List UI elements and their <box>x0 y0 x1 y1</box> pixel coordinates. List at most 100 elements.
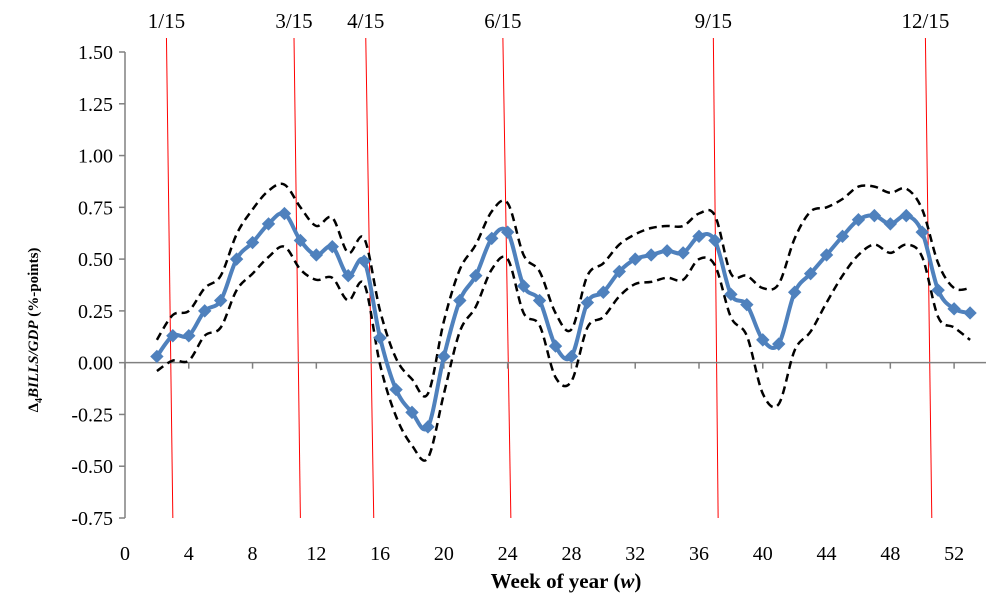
series-point <box>277 206 292 221</box>
y-tick-labels: -0.75 -0.50 -0.25 0.00 0.25 0.50 0.75 1.00 1.25 1… <box>71 42 125 530</box>
date-marker-lines <box>165 37 933 519</box>
series-point <box>453 293 467 308</box>
y-axis-label-suffix: (%-points) <box>26 248 42 321</box>
date-marker-line <box>165 37 174 519</box>
x-tick-label: 24 <box>498 543 518 565</box>
series-point <box>644 248 658 262</box>
confidence-band-line <box>156 243 971 462</box>
series-point <box>309 248 324 262</box>
series-point <box>867 208 882 223</box>
x-tick-label: 0 <box>120 543 130 565</box>
series-point <box>676 246 690 260</box>
x-tick-label: 48 <box>880 543 900 565</box>
y-axis-label-var: BILLS/GDP <box>26 320 42 399</box>
series-point <box>485 231 499 246</box>
series-point <box>150 349 164 364</box>
y-tick-label: 0.75 <box>78 197 113 219</box>
y-tick-label: 0.00 <box>78 353 113 375</box>
series-point <box>325 239 339 254</box>
series-group <box>150 182 977 462</box>
series-point <box>819 248 834 262</box>
axes <box>124 52 986 518</box>
series-point <box>341 268 355 283</box>
y-tick-label: 1.50 <box>78 42 113 64</box>
main-series-line <box>155 211 971 432</box>
series-point <box>373 331 387 345</box>
series-point <box>947 302 961 316</box>
x-axis-label-suffix: ) <box>634 569 641 593</box>
y-tick-label: 0.50 <box>78 249 113 271</box>
y-tick-label: 0.25 <box>78 301 113 323</box>
series-point <box>229 252 244 266</box>
x-axis-label-var: w <box>620 569 635 593</box>
date-marker-labels: 1/15 3/15 4/15 6/15 9/15 12/15 <box>148 9 950 33</box>
x-axis-label: Week of year (w) <box>491 569 642 593</box>
series-point <box>421 420 435 434</box>
x-tick-label: 28 <box>561 543 581 565</box>
series-point <box>835 229 850 244</box>
y-axis-label-delta: Δ <box>26 402 42 412</box>
y-axis-label: Δ4BILLS/GDP (%-points) <box>26 248 45 413</box>
series-point <box>628 252 642 266</box>
date-marker-label: 9/15 <box>695 9 732 33</box>
series-point <box>612 264 626 279</box>
x-tick-label: 8 <box>248 543 258 565</box>
y-tick-label: 1.25 <box>78 94 113 116</box>
y-tick-label: 1.00 <box>78 146 113 168</box>
series-point <box>692 229 706 244</box>
series-point <box>198 304 212 318</box>
series-point <box>740 297 754 312</box>
series-point <box>756 333 770 347</box>
series-point <box>708 233 722 248</box>
series-point <box>772 337 786 351</box>
y-tick-label: -0.50 <box>71 456 113 478</box>
series-point <box>724 287 738 302</box>
series-point <box>580 295 595 310</box>
series-point <box>548 339 563 353</box>
series-point <box>516 279 531 293</box>
series-point <box>261 217 276 231</box>
series-point <box>469 268 483 283</box>
series-point <box>596 285 611 299</box>
x-tick-labels: 0 4 8 12 16 20 24 28 32 36 40 44 48 52 <box>120 362 964 565</box>
date-marker-label: 3/15 <box>275 9 312 33</box>
series-point <box>293 233 308 248</box>
series-point <box>213 293 228 308</box>
series-point <box>915 225 929 239</box>
series-point <box>803 266 818 281</box>
x-tick-label: 40 <box>753 543 773 565</box>
series-point <box>931 283 945 297</box>
x-axis-label-prefix: Week of year ( <box>491 569 621 593</box>
date-marker-label: 1/15 <box>148 9 185 33</box>
x-tick-label: 52 <box>944 543 964 565</box>
date-marker-line <box>293 37 301 519</box>
date-marker-line <box>924 37 933 519</box>
series-point <box>883 217 898 231</box>
confidence-band-line <box>155 182 971 398</box>
x-tick-label: 16 <box>370 543 390 565</box>
date-marker-label: 6/15 <box>484 9 521 33</box>
series-point <box>182 329 196 343</box>
series-point <box>245 235 260 250</box>
series-point <box>532 293 547 308</box>
date-marker-line <box>712 37 719 519</box>
x-tick-label: 20 <box>434 543 454 565</box>
x-tick-label: 32 <box>625 543 645 565</box>
series-point <box>405 405 419 420</box>
x-tick-label: 12 <box>306 543 326 565</box>
series-point <box>787 285 802 299</box>
y-tick-label: -0.75 <box>71 508 113 530</box>
series-point <box>963 306 977 320</box>
x-tick-label: 44 <box>817 543 837 565</box>
y-axis-label-sub: 4 <box>34 398 45 403</box>
series-point <box>851 213 866 227</box>
x-tick-label: 4 <box>184 543 194 565</box>
series-point <box>437 349 451 364</box>
series-point <box>564 349 579 364</box>
x-tick-label: 36 <box>689 543 709 565</box>
series-point <box>500 225 515 239</box>
y-tick-label: -0.25 <box>71 404 113 426</box>
date-marker-label: 4/15 <box>347 9 384 33</box>
series-point <box>166 329 180 343</box>
